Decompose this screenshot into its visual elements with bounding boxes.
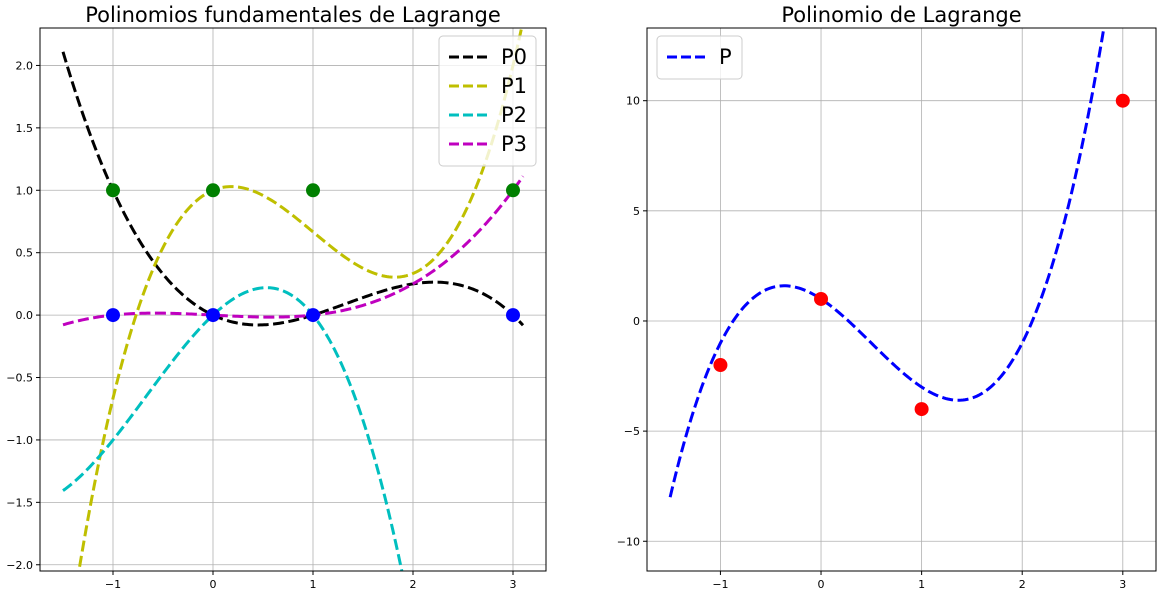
- axes-frame: [646, 27, 1157, 572]
- data-point-marker: [306, 183, 320, 198]
- x-tick-label: 1: [310, 578, 317, 591]
- chart-title: Polinomio de Lagrange: [781, 3, 1021, 27]
- data-point-marker: [914, 402, 929, 417]
- left-chart: Polinomios fundamentales de Lagrange −1 0 1…: [6, 3, 547, 591]
- y-tick-label: 10: [626, 95, 640, 108]
- chart-title: Polinomios fundamentales de Lagrange: [85, 3, 501, 27]
- y-tick-label: −1.0: [6, 434, 33, 447]
- y-tick-label: 0.5: [16, 247, 34, 260]
- y-tick-label: 1.0: [16, 184, 34, 197]
- legend-label: P0: [501, 45, 527, 69]
- x-tick-label: −1: [105, 578, 121, 591]
- series-line-p2: [62, 286, 404, 571]
- x-tick-label: 2: [1019, 578, 1026, 591]
- legend-label: P2: [501, 103, 527, 127]
- legend-label: P1: [501, 74, 527, 98]
- y-tick-label: −1.5: [6, 496, 33, 509]
- y-tick-label: −10: [617, 535, 640, 548]
- y-tick-label: 0.0: [16, 309, 34, 322]
- legend: P0 P1 P2 P3: [438, 35, 537, 167]
- x-tick-label: 0: [818, 578, 825, 591]
- data-point-marker: [506, 183, 520, 198]
- x-tick-label: 1: [918, 578, 925, 591]
- y-tick-label: −0.5: [6, 372, 33, 385]
- x-tick-label: 2: [410, 578, 417, 591]
- y-tick-label: 5: [633, 205, 640, 218]
- y-tick-label: −5: [624, 425, 640, 438]
- data-point-marker: [814, 291, 829, 306]
- axes-frame: [39, 27, 547, 572]
- data-point-marker: [106, 308, 120, 323]
- data-point-marker: [506, 308, 520, 323]
- y-tick-label: −2.0: [6, 559, 33, 572]
- data-point-marker: [106, 183, 120, 198]
- series-line-p3: [62, 175, 525, 327]
- legend: P: [656, 35, 743, 80]
- data-point-marker: [1115, 93, 1130, 108]
- data-point-marker: [306, 308, 320, 323]
- x-tick-label: −1: [712, 578, 728, 591]
- series-line-p1: [77, 28, 524, 571]
- y-tick-label: 1.5: [16, 122, 34, 135]
- x-tick-label: 3: [1119, 578, 1126, 591]
- legend-label: P3: [501, 132, 527, 156]
- data-point-marker: [206, 183, 220, 198]
- series-line-p0: [61, 51, 525, 327]
- x-tick-label: 0: [210, 578, 217, 591]
- data-point-marker: [206, 308, 220, 323]
- data-point-marker: [713, 358, 728, 373]
- legend-label: P: [719, 45, 732, 69]
- x-tick-label: 3: [510, 578, 517, 591]
- series-line-p: [668, 28, 1106, 498]
- legend-box: [438, 35, 537, 167]
- y-tick-label: 2.0: [16, 59, 34, 72]
- y-tick-label: 0: [633, 315, 640, 328]
